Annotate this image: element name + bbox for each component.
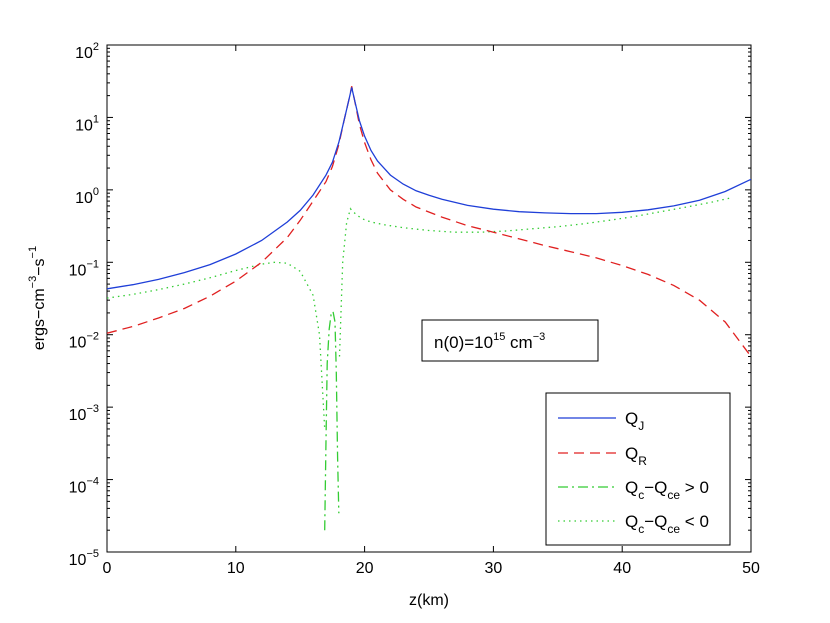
series-line-qr [107, 86, 751, 357]
legend-label-qj: QJ [625, 409, 644, 433]
y-tick-label: 102 [75, 41, 99, 62]
legend-label-qc-qce-positive: Qc−Qce > 0 [625, 478, 709, 502]
y-tick-labels: 10−5 10−4 10−3 10−2 10−1 100 101 102 [69, 41, 99, 569]
y-axis-label: ergs−cm−3−s−1 [27, 246, 48, 350]
y-tick-label: 10−5 [69, 548, 99, 569]
legend: QJ QR Qc−Qce > 0 Qc−Qce < 0 [545, 392, 731, 546]
legend-label-qr: QR [625, 444, 647, 468]
y-tick-label: 10−1 [69, 258, 99, 279]
x-tick-label: 40 [613, 560, 631, 577]
legend-label-qc-qce-negative: Qc−Qce < 0 [625, 512, 709, 536]
y-tick-label: 100 [75, 186, 99, 207]
x-tick-label: 10 [227, 560, 245, 577]
x-axis-label: z(km) [409, 592, 449, 609]
y-tick-label: 10−4 [69, 476, 99, 497]
y-tick-label: 10−2 [69, 331, 99, 352]
series-line-qc-qce-positive [324, 309, 340, 531]
y-tick-label: 101 [75, 113, 99, 134]
x-tick-label: 50 [742, 560, 760, 577]
annotation-box: n(0)=1015 cm−3 [421, 319, 599, 362]
series-line-qc-qce-negative [107, 261, 326, 429]
axis-ticks [106, 44, 752, 553]
series-line-qj [107, 87, 751, 290]
annotation-text: n(0)=1015 cm−3 [434, 331, 545, 352]
x-tick-label: 0 [103, 560, 112, 577]
x-tick-label: 20 [356, 560, 374, 577]
x-tick-labels: 0 10 20 30 40 50 [103, 560, 760, 577]
x-tick-label: 30 [485, 560, 503, 577]
y-tick-label: 10−3 [69, 403, 99, 424]
